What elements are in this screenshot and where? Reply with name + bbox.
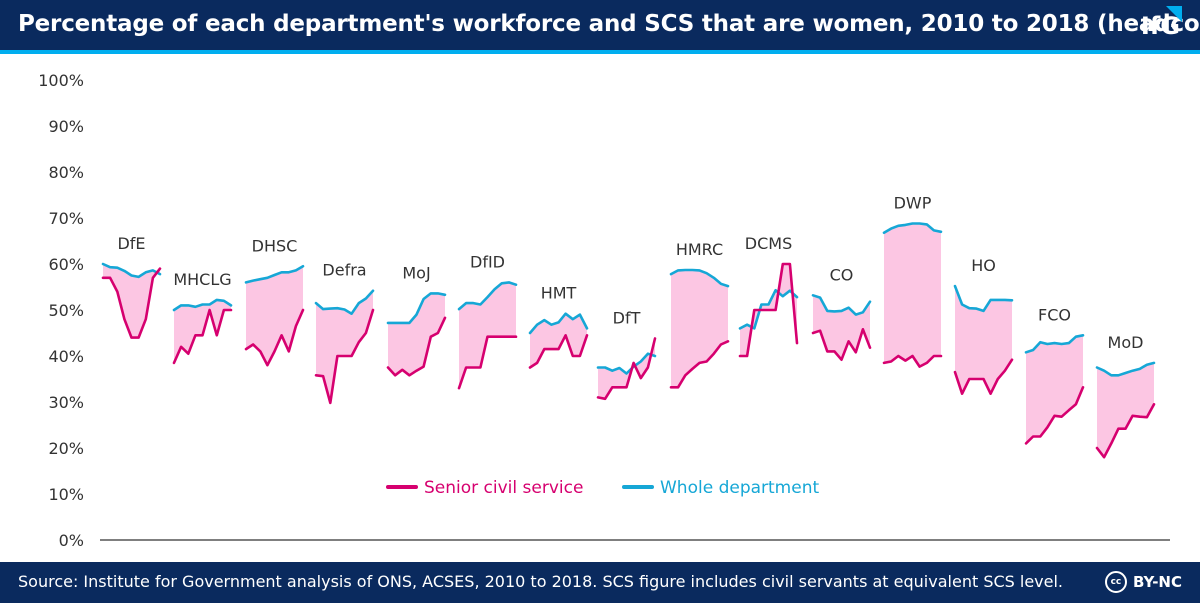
gap-fill-defra	[316, 290, 373, 403]
whole-dept-line-dhsc	[244, 265, 305, 284]
whole-dept-line-mhclg	[172, 298, 233, 312]
dept-label: Defra	[322, 261, 366, 280]
gap-fill-hmrc	[671, 270, 728, 388]
scs-line-co	[811, 327, 872, 362]
y-tick-label: 80%	[48, 163, 84, 182]
scs-line-dfid	[457, 335, 518, 390]
dept-label: DCMS	[745, 234, 792, 253]
y-tick-label: 70%	[48, 209, 84, 228]
scs-line-hmrc	[669, 339, 730, 389]
y-tick-label: 0%	[59, 531, 84, 550]
scs-line-defra	[314, 308, 375, 405]
whole-dept-line-mod	[1095, 361, 1156, 377]
chart-area: 0% 10% 20% 30% 40% 50% 60% 70% 80% 90% 100% DfE MHCL…	[0, 56, 1200, 556]
dept-label: MHCLG	[173, 270, 231, 289]
logo-text: IfG	[1140, 12, 1180, 40]
dept-label: DfE	[117, 234, 145, 253]
whole-dept-line-co	[811, 294, 872, 316]
header-bar: Percentage of each department's workforc…	[0, 0, 1200, 54]
ifg-logo-icon	[1166, 6, 1182, 22]
dept-label: CO	[830, 265, 854, 284]
scs-line-ho	[953, 358, 1014, 396]
dept-label: MoD	[1108, 333, 1144, 352]
y-tick-label: 60%	[48, 255, 84, 274]
creative-commons-icon: cc	[1104, 571, 1127, 593]
y-tick-label: 10%	[48, 485, 84, 504]
scs-line-mhclg	[172, 308, 233, 365]
gap-fill-mod	[1097, 362, 1154, 458]
whole-dept-line-dfid	[457, 281, 518, 311]
gap-fill-dwp	[884, 223, 941, 367]
whole-dept-line-moj	[386, 292, 447, 325]
gap-fill-dhsc	[246, 266, 303, 366]
scs-line-dwp	[882, 354, 943, 368]
gap-fill-ho	[955, 286, 1012, 394]
dept-label: FCO	[1038, 305, 1071, 324]
whole-dept-line-hmrc	[669, 268, 730, 288]
page-title: Percentage of each department's workforc…	[18, 11, 1200, 37]
source-note: Source: Institute for Government analysi…	[18, 572, 1064, 591]
y-tick-label: 90%	[48, 117, 84, 136]
scs-line-mod	[1095, 402, 1156, 459]
gap-fill-moj	[388, 293, 445, 376]
footer-bar: Source: Institute for Government analysi…	[0, 562, 1200, 603]
dept-label: DfID	[470, 252, 505, 271]
gap-fill-dfid	[459, 282, 516, 389]
y-tick-label: 40%	[48, 347, 84, 366]
legend-label-whole: Whole department	[660, 478, 819, 498]
whole-dept-line-fco	[1024, 333, 1085, 354]
dept-label: DHSC	[252, 236, 298, 255]
whole-dept-line-dcms	[738, 288, 799, 330]
dept-label: MoJ	[402, 263, 430, 282]
gap-fill-dft	[598, 338, 655, 399]
chart-svg: 0% 10% 20% 30% 40% 50% 60% 70% 80% 90% 100% DfE MHCL…	[38, 71, 1170, 550]
dept-label: HMRC	[676, 240, 723, 259]
y-tick-label: 30%	[48, 393, 84, 412]
legend-label-scs: Senior civil service	[424, 478, 583, 498]
dept-label: DfT	[613, 309, 641, 328]
whole-dept-line-dft	[596, 352, 657, 375]
scs-line-fco	[1024, 385, 1085, 445]
license-badge: cc BY-NC	[1104, 571, 1182, 593]
whole-dept-line-dfe	[101, 262, 162, 279]
scs-line-dcms	[738, 262, 799, 358]
dept-label: DWP	[894, 194, 932, 213]
scs-line-hmt	[528, 333, 589, 369]
scs-line-dfe	[101, 267, 162, 339]
dept-label: HO	[971, 256, 996, 275]
y-tick-label: 20%	[48, 439, 84, 458]
license-text: BY-NC	[1132, 573, 1182, 591]
scs-line-dft	[596, 337, 657, 401]
y-tick-label: 50%	[48, 301, 84, 320]
whole-dept-line-defra	[314, 289, 375, 316]
scs-line-dhsc	[244, 308, 305, 367]
whole-dept-line-dwp	[882, 222, 943, 234]
dept-label: HMT	[541, 284, 577, 303]
scs-line-moj	[386, 316, 447, 377]
y-tick-label: 100%	[38, 71, 84, 90]
gap-fill-fco	[1026, 335, 1083, 444]
whole-dept-line-ho	[953, 284, 1014, 313]
whole-dept-line-hmt	[528, 312, 589, 335]
gap-fill-co	[813, 295, 870, 360]
